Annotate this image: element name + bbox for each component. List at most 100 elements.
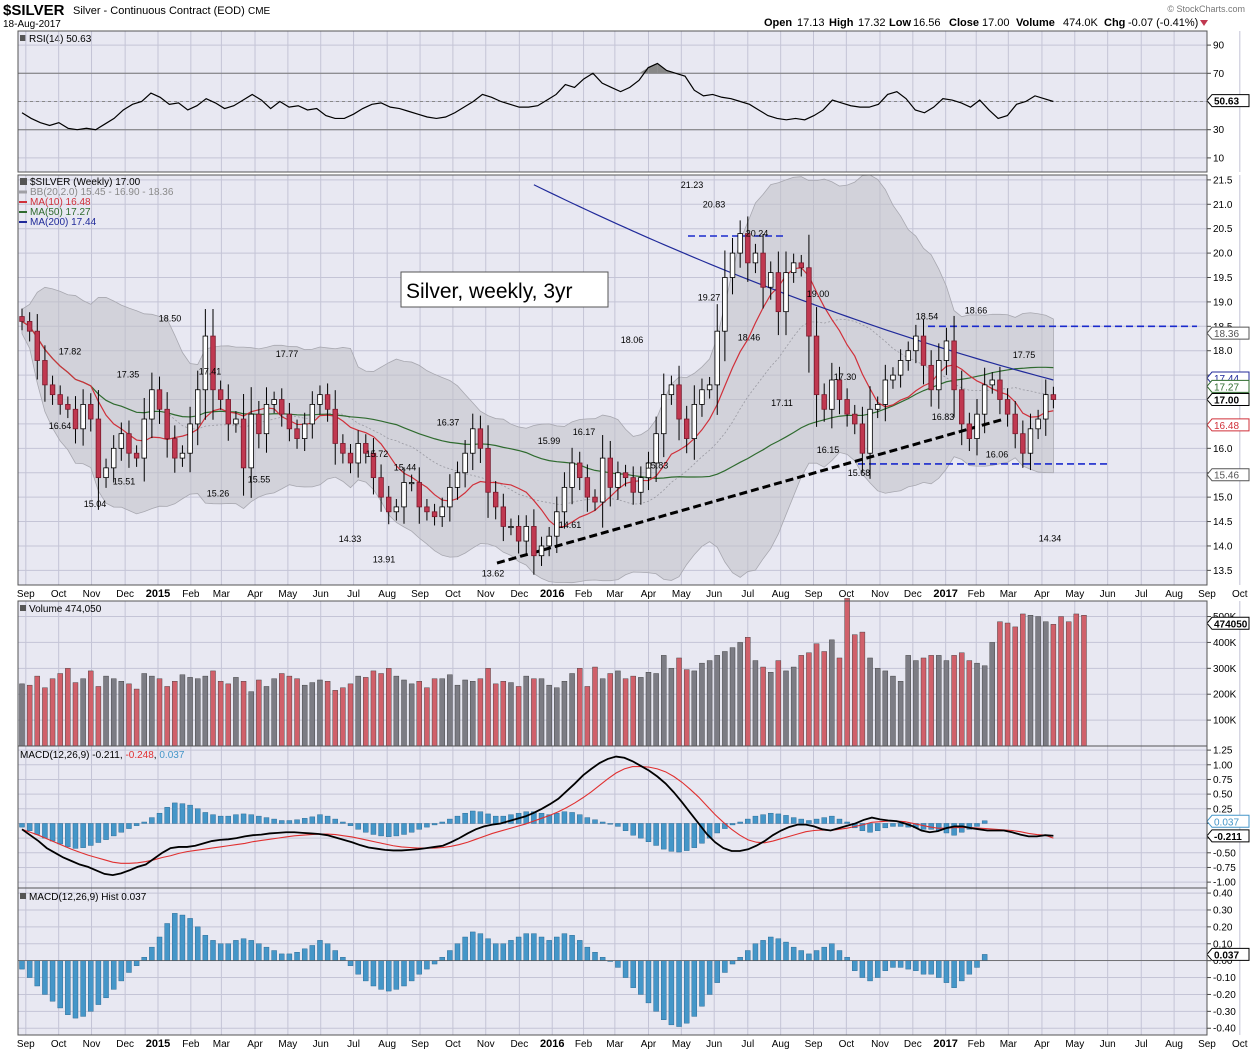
month-label: Sep (411, 589, 429, 600)
macd-hist-bar (531, 811, 537, 824)
symbol: $SILVER (3, 2, 65, 19)
candle (210, 335, 216, 391)
y-tick-label: 0.20 (1213, 922, 1233, 933)
hist-bar (431, 960, 438, 965)
hist-bar (103, 960, 109, 999)
macd-hist-bar (829, 815, 835, 824)
ma10-line (21, 267, 1054, 528)
price-right-badge (1206, 418, 1250, 432)
month-label: Jun (706, 1039, 722, 1050)
macd-hist-panel: 0.40 0.30 0.20 0.10 0.00 -0.10 -0.20 -0.30 -0.40… (18, 888, 1250, 1035)
volume-bar (989, 642, 995, 747)
volume-bar (485, 668, 491, 747)
hist-bar (164, 923, 170, 961)
candle (622, 472, 629, 479)
candle (683, 418, 690, 439)
volume-bar (202, 675, 209, 747)
volume-bar (798, 655, 804, 747)
candle (263, 404, 270, 435)
macd-hist-bar (447, 818, 453, 824)
y-tick-label: 0.40 (1213, 889, 1233, 900)
candle (80, 404, 86, 430)
month-label: Dec (116, 589, 134, 600)
volume-panel: 500K400K300K200K100K474050 Volume 474,05… (18, 598, 1250, 747)
macd-hist-bar (653, 823, 659, 846)
volume-bar (65, 668, 71, 747)
candle (974, 413, 980, 439)
hist-bar (722, 960, 728, 973)
macd-hist-bar (401, 823, 407, 835)
macd-hist-bar (607, 823, 613, 825)
month-label: Apr (247, 1039, 263, 1050)
volume-bar (981, 665, 988, 747)
volume-bar (638, 677, 644, 747)
macd-hist-bar (630, 823, 636, 836)
y-tick-label: 100K (1213, 716, 1237, 727)
hist-bar (355, 960, 361, 975)
hist-bar (745, 950, 751, 961)
macd-hist-bar (65, 823, 71, 848)
macd-hist-bar (156, 812, 163, 824)
month-label: Nov (83, 1039, 101, 1050)
hist-bar (813, 950, 820, 961)
legend-bb: BB(20,2.0) 15.45 - 16.90 - 18.36 (30, 187, 174, 198)
month-label: Dec (510, 589, 528, 600)
macd-hist-bar (88, 823, 94, 846)
hist-bar (546, 940, 552, 961)
macd-hist-bar (248, 814, 254, 824)
month-label: Aug (1165, 1039, 1183, 1050)
candle (821, 394, 827, 410)
candle (531, 526, 537, 557)
candle (691, 404, 698, 439)
hist-bar (110, 960, 117, 990)
candle (661, 394, 667, 435)
price-annotation: 15.55 (248, 474, 271, 484)
macd-hist-bar (34, 823, 40, 835)
rsi-overbought-fill (648, 63, 658, 74)
month-label: Feb (968, 1039, 986, 1050)
macd-hist-bar (760, 814, 766, 824)
candle (378, 477, 384, 498)
hist-bar (340, 957, 346, 961)
hist-bar (599, 957, 606, 961)
y-tick-label: 0.75 (1213, 775, 1233, 786)
volume-bar (34, 675, 40, 747)
month-label: Jul (347, 1039, 360, 1050)
volume-bar (668, 668, 675, 747)
y-tick-label: -0.50 (1213, 848, 1236, 859)
hist-bar (760, 940, 766, 961)
volume-bar (813, 643, 820, 747)
y-tick-label: 70 (1213, 69, 1225, 80)
macd-hist-bar (714, 823, 720, 834)
hist-bar (683, 960, 690, 1024)
hist-bar (790, 946, 797, 961)
low-value: 16.56 (913, 17, 941, 29)
y-tick-label: -0.20 (1213, 990, 1236, 1001)
macd-hist-bar (477, 811, 484, 824)
volume-bar (852, 634, 858, 747)
hist-bar (729, 960, 736, 965)
hist-bar (768, 936, 774, 961)
price-annotation: 14.34 (1039, 533, 1062, 543)
macd-hist-bar (195, 808, 201, 824)
candle (324, 394, 331, 410)
macd-right-badge (1206, 829, 1250, 843)
hist-bar (638, 960, 644, 995)
candle (34, 330, 40, 361)
candle (431, 511, 438, 518)
rsi-legend: RSI(14) 50.63 (20, 34, 92, 45)
macd-hist-bar (599, 821, 606, 824)
volume-bar (859, 631, 866, 747)
volume-bar (538, 678, 545, 747)
month-label: Nov (871, 589, 889, 600)
hist-bar (798, 950, 804, 961)
macd-legend-label: MACD(12,26,9) (20, 750, 89, 761)
macd-hist-bar (301, 818, 308, 824)
hist-bar (836, 950, 843, 961)
candle (19, 316, 25, 322)
macd-hist-bar (554, 812, 560, 824)
volume-bar (554, 687, 560, 747)
candle (775, 272, 782, 313)
volume-legend-swatch (20, 605, 26, 611)
candle (699, 389, 705, 405)
